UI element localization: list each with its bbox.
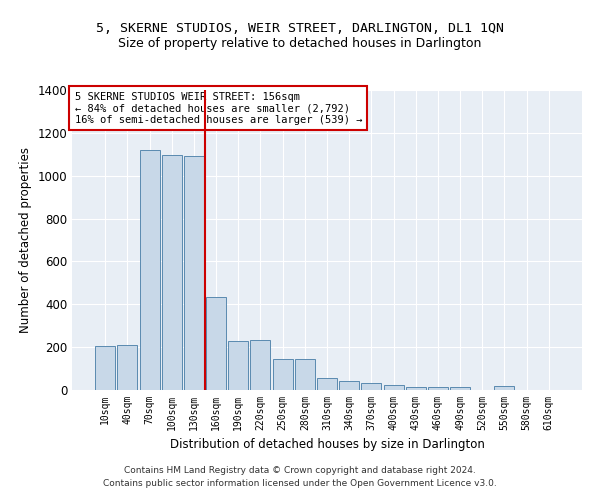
Bar bbox=[95, 346, 115, 390]
Bar bbox=[361, 382, 382, 390]
Bar bbox=[494, 386, 514, 390]
Bar bbox=[428, 387, 448, 390]
Bar bbox=[118, 345, 137, 390]
Text: Contains HM Land Registry data © Crown copyright and database right 2024.
Contai: Contains HM Land Registry data © Crown c… bbox=[103, 466, 497, 487]
Bar bbox=[383, 384, 404, 390]
Bar bbox=[162, 156, 182, 390]
Y-axis label: Number of detached properties: Number of detached properties bbox=[19, 147, 32, 333]
X-axis label: Distribution of detached houses by size in Darlington: Distribution of detached houses by size … bbox=[170, 438, 484, 452]
Text: 5, SKERNE STUDIOS, WEIR STREET, DARLINGTON, DL1 1QN: 5, SKERNE STUDIOS, WEIR STREET, DARLINGT… bbox=[96, 22, 504, 36]
Bar bbox=[339, 382, 359, 390]
Bar bbox=[406, 388, 426, 390]
Bar bbox=[250, 340, 271, 390]
Bar bbox=[206, 297, 226, 390]
Text: Size of property relative to detached houses in Darlington: Size of property relative to detached ho… bbox=[118, 38, 482, 51]
Bar bbox=[450, 387, 470, 390]
Bar bbox=[140, 150, 160, 390]
Bar bbox=[184, 156, 204, 390]
Bar bbox=[272, 359, 293, 390]
Text: 5 SKERNE STUDIOS WEIR STREET: 156sqm
← 84% of detached houses are smaller (2,792: 5 SKERNE STUDIOS WEIR STREET: 156sqm ← 8… bbox=[74, 92, 362, 124]
Bar bbox=[228, 340, 248, 390]
Bar bbox=[317, 378, 337, 390]
Bar bbox=[295, 359, 315, 390]
